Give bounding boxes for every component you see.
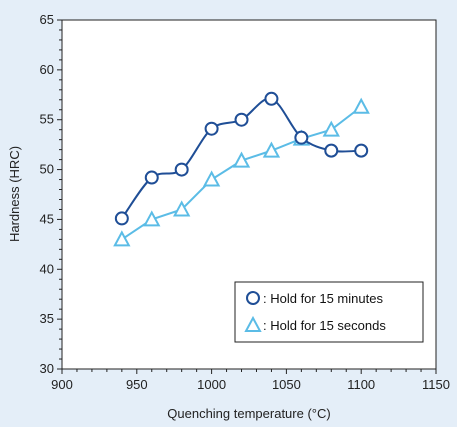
y-tick-label: 65 bbox=[40, 12, 54, 27]
legend-triangle-marker bbox=[244, 315, 262, 332]
series-layer bbox=[113, 91, 370, 247]
data-point-minutes bbox=[294, 130, 309, 145]
data-point-seconds bbox=[262, 141, 281, 158]
y-tick-label: 40 bbox=[40, 261, 54, 276]
legend: : Hold for 15 minutes : Hold for 15 seco… bbox=[234, 281, 424, 343]
data-point-seconds bbox=[143, 210, 161, 227]
y-tick-label: 60 bbox=[40, 62, 54, 77]
y-tick-label: 55 bbox=[40, 112, 54, 127]
data-point-minutes bbox=[204, 121, 219, 136]
legend-label-seconds: : Hold for 15 seconds bbox=[263, 318, 386, 333]
data-point-minutes bbox=[174, 162, 189, 177]
x-tick-label: 1100 bbox=[347, 377, 375, 392]
legend-box bbox=[234, 281, 424, 343]
data-point-minutes bbox=[264, 91, 279, 106]
x-axis-title: Quenching temperature (°C) bbox=[167, 406, 330, 421]
x-tick-label: 1000 bbox=[197, 377, 226, 392]
y-tick-label: 35 bbox=[40, 311, 54, 326]
x-tick-label: 900 bbox=[51, 377, 73, 392]
y-axis-ticks: 30 35 40 45 50 55 60 65 bbox=[40, 12, 62, 376]
y-tick-label: 45 bbox=[40, 211, 54, 226]
data-point-minutes bbox=[354, 143, 369, 158]
y-tick-label: 50 bbox=[40, 162, 54, 177]
legend-circle-marker bbox=[246, 291, 260, 305]
data-point-minutes bbox=[144, 170, 159, 185]
y-tick-label: 30 bbox=[40, 361, 54, 376]
data-point-seconds bbox=[173, 200, 191, 217]
legend-label-minutes: : Hold for 15 minutes bbox=[263, 291, 383, 306]
plot-frame bbox=[61, 19, 437, 370]
data-point-seconds bbox=[232, 151, 251, 168]
data-point-minutes bbox=[114, 211, 129, 226]
data-point-seconds bbox=[322, 120, 340, 137]
x-tick-label: 1050 bbox=[272, 377, 301, 392]
x-tick-label: 1150 bbox=[422, 377, 450, 392]
x-tick-label: 950 bbox=[126, 377, 148, 392]
data-point-minutes bbox=[234, 112, 249, 127]
data-point-seconds bbox=[352, 97, 370, 114]
y-axis-title: Hardness (HRC) bbox=[7, 146, 22, 242]
data-point-minutes bbox=[324, 143, 339, 158]
data-point-seconds bbox=[202, 170, 221, 187]
x-axis-ticks: 900 950 1000 1050 1100 1150 bbox=[51, 369, 450, 392]
data-point-seconds bbox=[113, 230, 131, 247]
